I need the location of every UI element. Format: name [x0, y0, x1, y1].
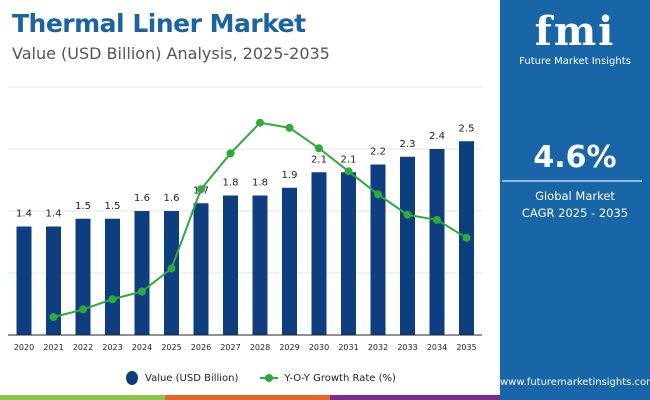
bar-label-2035: 2.5: [459, 123, 475, 134]
bar-2021: [46, 226, 61, 335]
growth-point-2034: [433, 215, 441, 224]
x-tick-2029: 2029: [279, 343, 299, 352]
x-tick-2022: 2022: [73, 343, 93, 352]
growth-point-2035: [462, 233, 471, 242]
side-panel: fmi Future Market Insights 4.6% Global M…: [500, 0, 650, 400]
growth-point-2026: [197, 185, 205, 194]
bar-label-2033: 2.3: [400, 139, 416, 150]
legend-bar-label: Value (USD Billion): [145, 372, 239, 384]
x-tick-2023: 2023: [102, 343, 122, 352]
growth-point-2029: [285, 123, 294, 132]
fmi-logo: fmi Future Market Insights: [500, 8, 650, 67]
bar-label-2024: 1.6: [134, 193, 150, 204]
legend-line-label: Y-O-Y Growth Rate (%): [284, 372, 396, 384]
bar-2027: [223, 195, 238, 335]
bar-label-2022: 1.5: [75, 201, 91, 212]
legend-bar-swatch: [126, 371, 138, 385]
bar-2024: [134, 211, 150, 335]
growth-point-2023: [108, 295, 117, 304]
cagr-label-line2: CAGR 2025 - 2035: [521, 206, 629, 220]
chart-subtitle: Value (USD Billion) Analysis, 2025-2035: [12, 44, 330, 63]
stripe-purple: [330, 395, 500, 400]
bar-label-2027: 1.8: [223, 178, 239, 189]
growth-point-2028: [256, 118, 264, 127]
x-tick-2024: 2024: [132, 343, 152, 352]
growth-point-2030: [315, 144, 323, 153]
bar-2022: [75, 218, 91, 335]
cagr-value: 4.6%: [533, 140, 617, 175]
bar-2032: [370, 164, 386, 335]
growth-point-2021: [49, 313, 58, 322]
chart: 1.4 2020 1.4 2021 1.5 2022 1.5 2023 1.6 2024 1.6 20…: [8, 86, 482, 352]
x-tick-2031: 2031: [338, 343, 358, 352]
bar-2034: [429, 149, 445, 335]
x-tick-2020: 2020: [14, 343, 34, 352]
growth-point-2025: [167, 264, 176, 273]
x-tick-2027: 2027: [220, 343, 240, 352]
growth-point-2022: [79, 305, 87, 314]
bar-label-2032: 2.2: [370, 147, 386, 158]
bar-label-2025: 1.6: [164, 193, 180, 204]
legend-line-swatch: [260, 374, 279, 382]
logo-mark: fmi: [534, 8, 616, 55]
bar-label-2023: 1.5: [105, 201, 121, 212]
bar-2026: [193, 203, 209, 335]
divider: [502, 180, 642, 182]
x-tick-2021: 2021: [43, 343, 63, 352]
x-tick-2035: 2035: [456, 343, 476, 352]
growth-point-2024: [138, 287, 146, 296]
x-tick-2026: 2026: [191, 343, 211, 352]
bar-2030: [311, 172, 327, 335]
bar-2023: [105, 218, 120, 335]
bar-label-2020: 1.4: [16, 209, 32, 220]
bar-2028: [252, 195, 268, 335]
growth-point-2031: [344, 167, 353, 176]
x-tick-2033: 2033: [397, 343, 417, 352]
website-link[interactable]: www.futuremarketinsights.com: [500, 377, 650, 388]
stripe-orange: [165, 395, 330, 400]
growth-point-2033: [403, 210, 412, 219]
bar-label-2029: 1.9: [282, 170, 298, 181]
x-tick-2034: 2034: [427, 343, 447, 352]
bar-label-2031: 2.1: [341, 154, 357, 165]
logo-brand: Future Market Insights: [519, 56, 631, 67]
bar-2033: [400, 156, 415, 335]
stripe-green: [0, 395, 165, 400]
bar-2025: [164, 211, 179, 335]
chart-title: Thermal Liner Market: [12, 9, 306, 38]
x-tick-2025: 2025: [161, 343, 181, 352]
bar-label-2030: 2.1: [311, 154, 327, 165]
cagr-label: Global Market CAGR 2025 - 2035: [500, 188, 650, 222]
bar-label-2028: 1.8: [252, 178, 268, 189]
growth-point-2032: [374, 190, 382, 199]
growth-point-2027: [226, 149, 235, 158]
bar-label-2021: 1.4: [46, 209, 62, 220]
x-tick-2028: 2028: [250, 343, 270, 352]
cagr-label-line1: Global Market: [535, 189, 615, 203]
legend: Value (USD Billion) Y-O-Y Growth Rate (%…: [125, 370, 396, 386]
bar-2020: [16, 226, 32, 335]
x-tick-2030: 2030: [309, 343, 329, 352]
bar-label-2034: 2.4: [429, 131, 445, 142]
bar-2031: [341, 172, 356, 335]
x-tick-2032: 2032: [368, 343, 388, 352]
bar-2029: [282, 187, 297, 335]
